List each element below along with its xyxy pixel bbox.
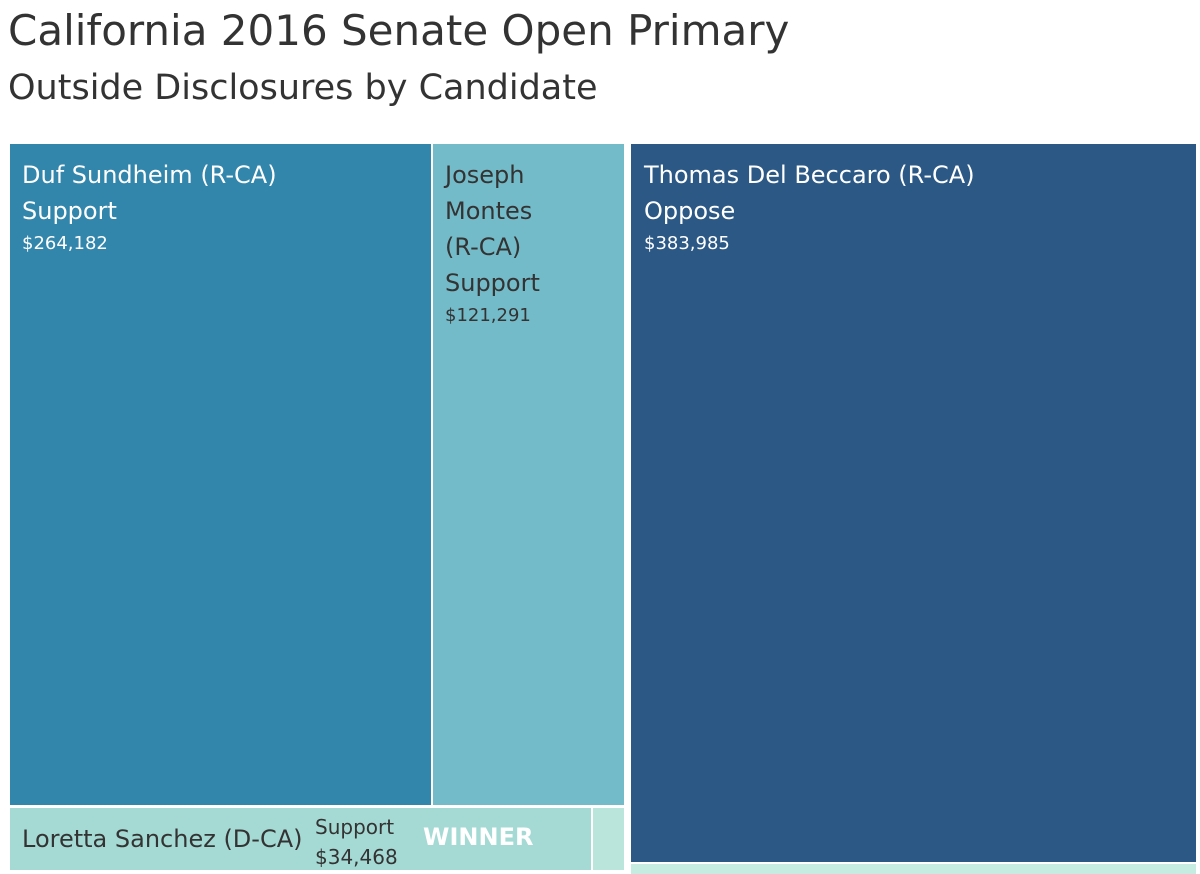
treemap-cell — [10, 144, 431, 805]
cell-candidate-label: Thomas Del Beccaro (R-CA) — [643, 161, 975, 189]
cell-candidate-label: Montes — [445, 197, 532, 225]
cell-candidate-label: Loretta Sanchez (D-CA) — [22, 825, 303, 853]
chart-subtitle: Outside Disclosures by Candidate — [8, 68, 598, 108]
cell-candidate-label: (R-CA) — [445, 233, 521, 261]
treemap-cell — [10, 808, 591, 870]
cell-stance-label: Support — [315, 815, 394, 839]
cell-stance-label: Support — [445, 269, 540, 297]
chart-title: California 2016 Senate Open Primary — [8, 6, 790, 55]
treemap-cell — [433, 144, 624, 805]
winner-annotation: WINNER — [423, 823, 533, 851]
treemap-cell — [631, 144, 1196, 862]
cell-stance-label: Support — [22, 197, 117, 225]
cell-candidate-label: Joseph — [443, 161, 524, 189]
cell-stance-label: Oppose — [644, 197, 735, 225]
cell-amount-label: $121,291 — [445, 305, 531, 326]
cell-amount-label: $264,182 — [22, 233, 108, 254]
treemap-cell — [593, 808, 624, 870]
cell-amount-label: $34,468 — [315, 845, 398, 869]
treemap-cell — [631, 864, 1196, 874]
cell-candidate-label: Duf Sundheim (R-CA) — [22, 161, 277, 189]
cell-amount-label: $383,985 — [644, 233, 730, 254]
